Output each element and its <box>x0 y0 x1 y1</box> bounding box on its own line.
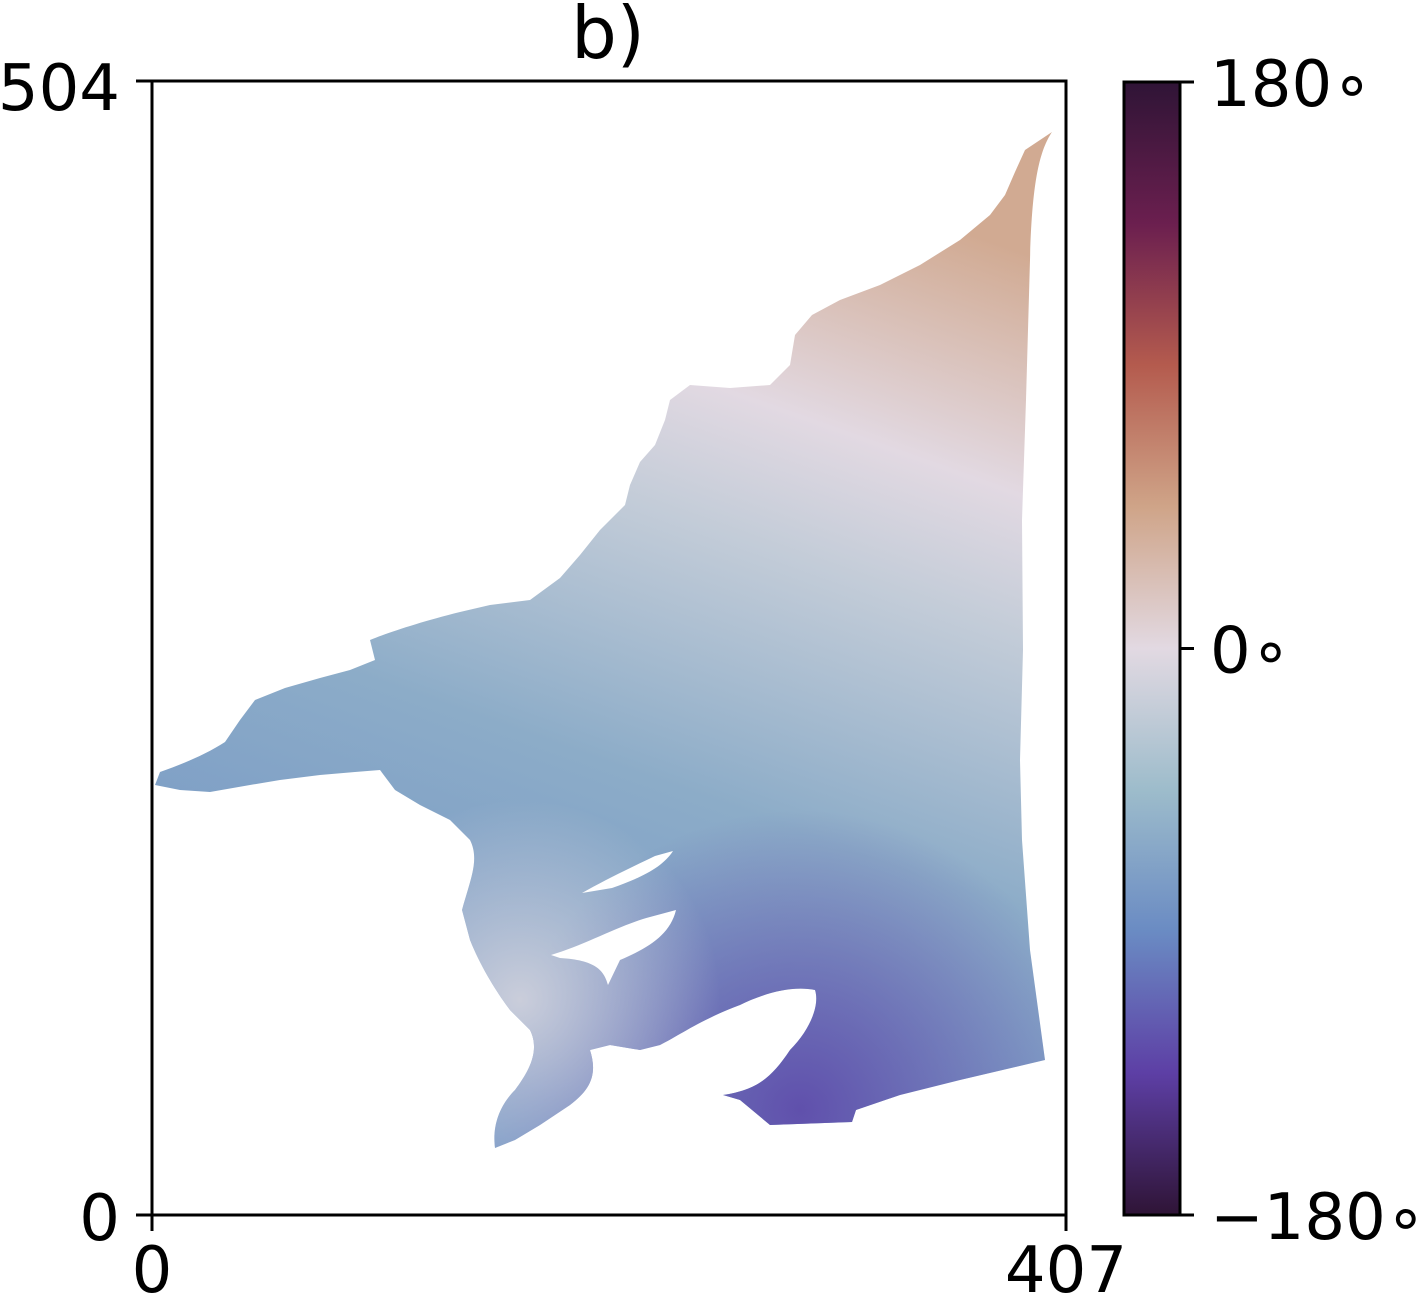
plot-area: 504 0 0 407 <box>0 52 1127 1297</box>
lake-1 <box>582 851 673 893</box>
y-tick-label-bottom: 0 <box>79 1182 120 1256</box>
colorbar-tick-label: 180∘ <box>1210 48 1372 122</box>
x-tick-label-left: 0 <box>132 1234 173 1297</box>
colorbar: 180∘ 0∘ −180∘ <box>1122 48 1424 1255</box>
heatmap-region <box>155 132 1052 1148</box>
chart-title: b) <box>571 0 645 75</box>
colorbar-tick-label: 0∘ <box>1210 615 1291 689</box>
x-tick-label-right: 407 <box>1005 1234 1127 1297</box>
y-tick-label-top: 504 <box>0 52 120 126</box>
colorbar-ticks: 180∘ 0∘ −180∘ <box>1180 48 1424 1255</box>
lake-2 <box>551 910 676 985</box>
plot-frame <box>150 79 1068 1217</box>
colorbar-scale <box>1122 80 1182 1217</box>
colorbar-tick-label: −180∘ <box>1210 1181 1424 1255</box>
heatmap-southwest-lobe <box>155 132 1052 1148</box>
